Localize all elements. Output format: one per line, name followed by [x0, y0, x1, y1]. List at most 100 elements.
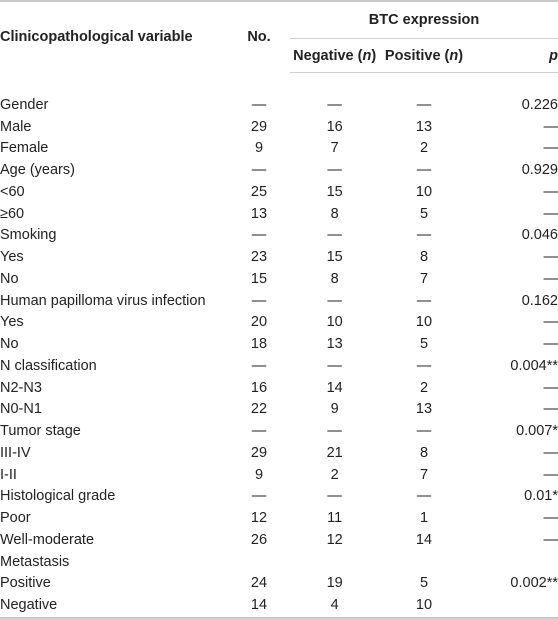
header-positive: Positive (n)	[379, 38, 469, 73]
table-row: Yes 20 10 10 —	[0, 312, 558, 334]
cell-variable: I-II	[0, 466, 17, 483]
cell-positive: 10	[415, 183, 433, 200]
cell-p-value: —	[543, 314, 558, 331]
cell-negative: 10	[326, 314, 343, 331]
cell-positive: —	[416, 227, 432, 244]
cell-p-value: —	[543, 510, 558, 526]
table-row: Poor 12 11 1—	[0, 508, 558, 530]
cell-no	[228, 552, 290, 574]
cell-p-value: —	[543, 336, 558, 352]
cell-variable: III-IV	[0, 444, 31, 461]
cell-negative: 15	[326, 183, 343, 200]
cell-positive: 1	[419, 510, 429, 526]
cell-variable: Negative	[0, 595, 228, 619]
table-row: Human papilloma virus infection — — — 0.162	[0, 291, 558, 313]
cell-no: —	[251, 292, 267, 309]
cell-p-value: 0.046	[521, 227, 558, 244]
cell-positive: 2	[419, 379, 429, 396]
cell-variable: Poor	[0, 510, 31, 526]
cell-p-value: —	[543, 249, 558, 265]
table-row: Female 9 7 2 —	[0, 138, 558, 160]
cell-no: 22	[250, 401, 268, 418]
cell-p-value: 0.002**	[510, 575, 558, 592]
header-positive-text: Positive (n)	[384, 47, 464, 64]
header-p: p	[468, 38, 558, 73]
table-row: Yes 23 15 8 —	[0, 247, 558, 269]
cell-positive	[379, 552, 468, 574]
cell-positive: 13	[415, 118, 433, 135]
cell-variable: Yes	[0, 314, 24, 331]
table-row: <60 25 15 10 —	[0, 182, 558, 204]
table-row: III-IV 29 21 8 —	[0, 443, 558, 465]
cell-negative: 4	[290, 595, 380, 619]
cell-p-value: 0.004**	[510, 357, 558, 374]
table-row: Age (years) — — — 0.929	[0, 160, 558, 182]
cell-no: 9	[254, 466, 264, 483]
cell-positive: —	[416, 357, 432, 374]
cell-no: 20	[250, 314, 268, 331]
cell-positive: 10	[415, 314, 433, 331]
cell-p-value: —	[543, 444, 558, 461]
cell-variable: Positive	[0, 575, 51, 592]
cell-negative: —	[327, 423, 342, 439]
table-row: Metastasis	[0, 552, 558, 574]
cell-p-value: —	[543, 183, 558, 200]
cell-no: —	[251, 227, 267, 244]
cell-no: —	[251, 357, 267, 374]
cell-negative: 9	[330, 401, 339, 418]
cell-positive: 2	[419, 140, 429, 157]
cell-p-value: —	[543, 466, 558, 483]
cell-variable: ≥60	[0, 205, 25, 222]
cell-no: 29	[250, 118, 268, 135]
header-negative-text: Negative (n)	[293, 47, 377, 64]
cell-variable: No	[0, 336, 19, 352]
table-row: Tumor stage — — — 0.007*	[0, 421, 558, 443]
header-no: No.	[228, 0, 290, 73]
cell-no: 29	[250, 444, 268, 461]
cell-p-value	[468, 595, 558, 619]
cell-negative	[290, 552, 379, 574]
cell-variable: Gender	[0, 96, 49, 113]
cell-p-value	[469, 552, 558, 574]
table-row: N2-N3 16 14 2 —	[0, 378, 558, 400]
table-row: No 18 13 5 —	[0, 334, 558, 356]
header-row-sub: Negative (n) Positive (n) p	[0, 38, 558, 73]
cell-variable: Tumor stage	[0, 423, 81, 439]
cell-p-value: 0.007*	[516, 423, 558, 439]
cell-no: 15	[250, 270, 268, 287]
cell-negative: 16	[326, 118, 343, 135]
cell-p-value: —	[543, 531, 558, 548]
cell-no: 13	[250, 205, 268, 222]
cell-no: 24	[250, 575, 268, 592]
cell-p-value: 0.162	[521, 292, 558, 309]
cell-variable: Human papilloma virus infection	[0, 292, 206, 309]
header-p-text: p	[549, 47, 558, 64]
cell-negative: —	[327, 357, 342, 374]
table-row: Well-moderate 26 12 14 —	[0, 530, 558, 552]
cell-negative: —	[327, 227, 342, 244]
table-row: Negative 14 4 10	[0, 595, 558, 619]
cell-p-value: —	[543, 205, 558, 222]
cell-negative: 2	[330, 466, 339, 483]
cell-positive: 7	[419, 270, 429, 287]
cell-variable: Yes	[0, 249, 24, 265]
cell-positive: 7	[419, 466, 429, 483]
table-row: N classification — — — 0.004**	[0, 356, 558, 378]
cell-variable: Metastasis	[0, 553, 70, 570]
cell-variable: Well-moderate	[0, 531, 95, 548]
cell-variable: N classification	[0, 357, 97, 374]
cell-positive: 14	[415, 531, 433, 548]
cell-negative: —	[327, 292, 342, 309]
cell-p-value: —	[543, 379, 558, 396]
cell-p-value: 0.929	[521, 162, 558, 178]
cell-p-value: —	[543, 118, 558, 135]
table-row: Gender — — — 0.226	[0, 95, 558, 117]
cell-variable: N2-N3	[0, 379, 42, 396]
cell-positive: 5	[419, 575, 429, 592]
cell-no: 12	[250, 510, 268, 526]
cell-variable: Male	[0, 118, 32, 135]
table-row: Male 29 16 13 —	[0, 117, 558, 139]
cell-variable: <60	[0, 183, 25, 200]
cell-negative: 7	[330, 140, 339, 157]
